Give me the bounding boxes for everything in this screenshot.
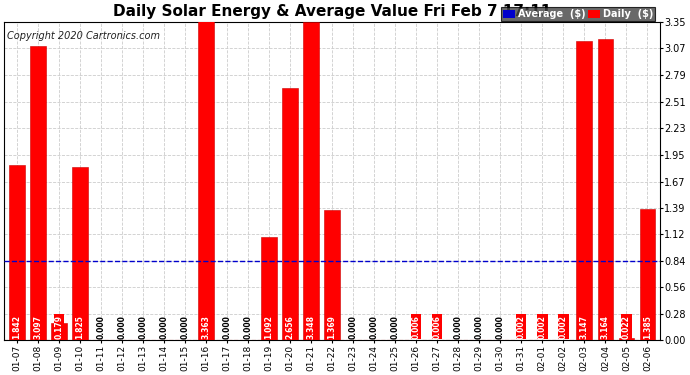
Text: 0.022: 0.022 xyxy=(622,315,631,339)
Text: 0.000: 0.000 xyxy=(159,315,168,339)
Text: 0.000: 0.000 xyxy=(475,315,484,339)
Bar xyxy=(30,46,46,340)
Text: Copyright 2020 Cartronics.com: Copyright 2020 Cartronics.com xyxy=(8,31,161,41)
Text: 3.164: 3.164 xyxy=(601,315,610,339)
Text: 0.000: 0.000 xyxy=(222,315,232,339)
Text: 0.000: 0.000 xyxy=(348,315,357,339)
Bar xyxy=(198,21,214,340)
Bar xyxy=(618,338,634,340)
Text: 0.000: 0.000 xyxy=(139,315,148,339)
Bar xyxy=(303,22,319,340)
Text: 0.000: 0.000 xyxy=(454,315,463,339)
Text: 1.385: 1.385 xyxy=(643,315,652,339)
Text: 1.369: 1.369 xyxy=(328,315,337,339)
Bar xyxy=(51,323,67,340)
Text: 0.002: 0.002 xyxy=(538,315,546,339)
Text: 0.000: 0.000 xyxy=(370,315,379,339)
Text: 1.842: 1.842 xyxy=(12,315,21,339)
Text: 0.000: 0.000 xyxy=(244,315,253,339)
Bar xyxy=(324,210,340,340)
Bar xyxy=(282,88,298,340)
Text: 2.656: 2.656 xyxy=(286,315,295,339)
Text: 0.000: 0.000 xyxy=(496,315,505,339)
Text: 1.092: 1.092 xyxy=(264,315,273,339)
Text: 3.147: 3.147 xyxy=(580,315,589,339)
Bar xyxy=(598,39,613,340)
Text: 0.179: 0.179 xyxy=(55,315,63,339)
Text: 1.825: 1.825 xyxy=(75,315,84,339)
Bar xyxy=(576,41,592,340)
Text: 0.002: 0.002 xyxy=(559,315,568,339)
Title: Daily Solar Energy & Average Value Fri Feb 7 17:11: Daily Solar Energy & Average Value Fri F… xyxy=(113,4,551,19)
Text: 0.000: 0.000 xyxy=(117,315,126,339)
Bar xyxy=(72,167,88,340)
Text: 0.006: 0.006 xyxy=(433,315,442,339)
Bar xyxy=(9,165,25,340)
Text: 0.000: 0.000 xyxy=(97,315,106,339)
Bar xyxy=(261,237,277,340)
Text: 3.348: 3.348 xyxy=(306,315,315,339)
Text: 3.097: 3.097 xyxy=(33,315,42,339)
Legend: Average  ($), Daily  ($): Average ($), Daily ($) xyxy=(501,8,656,21)
Text: 3.363: 3.363 xyxy=(201,315,210,339)
Bar xyxy=(640,209,655,340)
Text: 0.002: 0.002 xyxy=(517,315,526,339)
Text: 0.000: 0.000 xyxy=(391,315,400,339)
Text: 0.006: 0.006 xyxy=(412,315,421,339)
Text: 0.000: 0.000 xyxy=(181,315,190,339)
